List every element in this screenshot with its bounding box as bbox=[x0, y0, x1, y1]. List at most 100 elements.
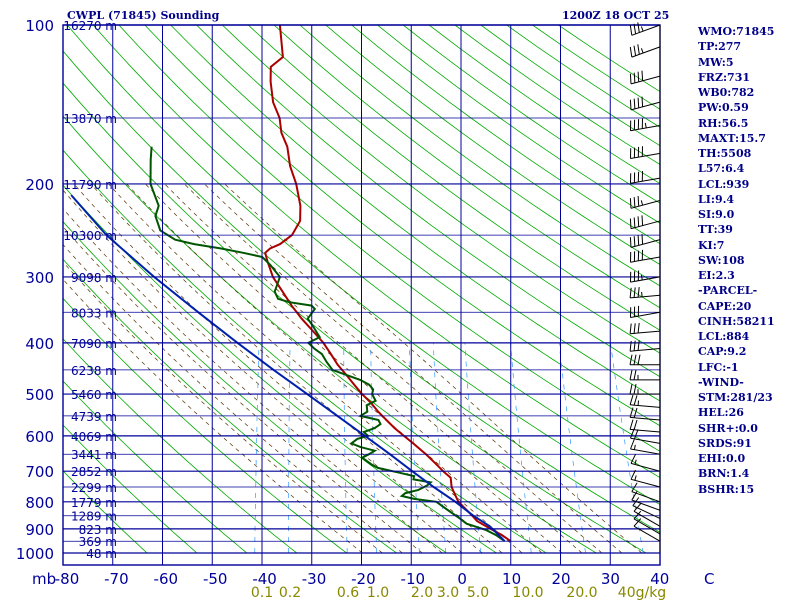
stat-line: SHR+:0.0 bbox=[698, 421, 758, 435]
stat-line: BRN:1.4 bbox=[698, 467, 750, 481]
station-title: CWPL (71845) Sounding bbox=[67, 9, 220, 22]
grid bbox=[62, 24, 661, 566]
mixing-ratio-label: 1.0 bbox=[367, 585, 389, 600]
height-label: 48 m bbox=[86, 547, 117, 561]
mixing-ratio-label: 0.2 bbox=[279, 585, 301, 600]
wind-barb bbox=[629, 234, 661, 248]
stat-line: SRDS:91 bbox=[698, 436, 752, 450]
height-label: 4069 m bbox=[71, 430, 117, 444]
stat-line: TT:39 bbox=[698, 223, 733, 237]
stat-line: SW:108 bbox=[698, 253, 745, 267]
stat-line: TH:5508 bbox=[698, 147, 752, 160]
wind-barb bbox=[629, 44, 661, 58]
height-label: 1779 m bbox=[71, 496, 117, 510]
height-label: 3441 m bbox=[71, 448, 117, 462]
height-label: 6238 m bbox=[71, 364, 117, 378]
temperature-line bbox=[264, 25, 512, 543]
wind-barb bbox=[631, 491, 661, 511]
stat-line: WB0:782 bbox=[698, 86, 755, 99]
wind-barb bbox=[629, 419, 661, 433]
wind-barb bbox=[630, 270, 661, 283]
stat-line: CAP:9.2 bbox=[698, 345, 747, 359]
mixing-ratio-label: 5.0 bbox=[467, 585, 489, 600]
dewpoint-line bbox=[149, 146, 506, 543]
stat-line: LI:9.4 bbox=[698, 192, 735, 206]
mixing-ratio-label: 3.0 bbox=[437, 585, 459, 600]
height-label: 13870 m bbox=[63, 112, 117, 126]
wind-barb bbox=[630, 469, 661, 488]
wind-barb bbox=[629, 354, 661, 366]
temperature-tick-label: -70 bbox=[104, 570, 129, 588]
pressure-unit-label: mb bbox=[32, 570, 56, 588]
wind-barb bbox=[630, 439, 661, 455]
height-label: 5460 m bbox=[71, 388, 117, 402]
pressure-label: 800 bbox=[25, 494, 54, 512]
height-label: 2299 m bbox=[71, 481, 117, 495]
stat-line: EI:2.3 bbox=[698, 269, 735, 282]
pressure-label: 400 bbox=[25, 335, 54, 353]
wind-barb bbox=[631, 482, 661, 503]
stat-line: FRZ:731 bbox=[698, 70, 751, 84]
pressure-label: 700 bbox=[25, 463, 54, 481]
wind-barbs bbox=[629, 22, 661, 553]
temperature-tick-label: -60 bbox=[154, 570, 179, 588]
height-label: 9098 m bbox=[71, 271, 117, 285]
temperature-tick-label: 0 bbox=[457, 570, 467, 588]
pressure-label: 100 bbox=[25, 17, 54, 35]
temperature-tick-label: -80 bbox=[55, 570, 80, 588]
pressure-label: 600 bbox=[25, 428, 54, 446]
temperature-tick-label: 40 bbox=[650, 570, 669, 588]
wind-barb bbox=[630, 146, 661, 159]
wind-barb bbox=[629, 96, 661, 111]
pressure-label: 1000 bbox=[16, 545, 54, 563]
height-label: 2852 m bbox=[71, 465, 117, 479]
height-label: 823 m bbox=[79, 523, 117, 537]
wind-barb bbox=[633, 518, 661, 542]
temperature-tick-label: -50 bbox=[203, 570, 228, 588]
height-label: 1289 m bbox=[71, 510, 117, 524]
wind-barb bbox=[629, 322, 661, 335]
stat-line: RH:56.5 bbox=[698, 116, 749, 130]
wind-barb bbox=[630, 249, 661, 263]
height-label: 369 m bbox=[79, 535, 117, 549]
wind-barb bbox=[629, 340, 661, 352]
wind-barb bbox=[629, 22, 661, 36]
wind-barb bbox=[629, 407, 661, 421]
wind-barb bbox=[629, 215, 661, 230]
wind-barb bbox=[629, 70, 661, 85]
wind-barb bbox=[630, 305, 661, 318]
stat-line: LCL:884 bbox=[698, 330, 750, 343]
stat-line: PW:0.59 bbox=[698, 101, 749, 115]
height-label: 10300 m bbox=[63, 229, 117, 243]
wind-barb bbox=[629, 369, 661, 381]
pressure-label: 500 bbox=[25, 386, 54, 404]
height-label: 7090 m bbox=[71, 337, 117, 351]
stat-line: BSHR:15 bbox=[698, 482, 755, 496]
height-label: 11790 m bbox=[63, 178, 117, 192]
pressure-label: 300 bbox=[25, 269, 54, 287]
stat-line: MW:5 bbox=[698, 55, 734, 69]
stat-line: LFC:-1 bbox=[698, 360, 739, 374]
stat-line: CINH:58211 bbox=[698, 314, 775, 328]
temperature-tick-label: -20 bbox=[351, 570, 376, 588]
stat-line: WMO:71845 bbox=[698, 25, 775, 38]
temperature-tick-label: -10 bbox=[401, 570, 426, 588]
stat-line: KI:7 bbox=[698, 238, 725, 252]
wind-barb bbox=[630, 428, 661, 444]
height-label: 4739 m bbox=[71, 410, 117, 424]
wind-barb bbox=[629, 394, 661, 408]
stat-line: STM:281/23 bbox=[698, 391, 773, 404]
wind-barb bbox=[630, 118, 661, 132]
stat-line: -WIND- bbox=[698, 375, 744, 389]
temperature-tick-label: -40 bbox=[252, 570, 277, 588]
mixing-ratio-label: 2.0 bbox=[411, 585, 433, 600]
wind-barb bbox=[630, 454, 661, 472]
stat-line: LCL:939 bbox=[698, 177, 750, 191]
pressure-label: 200 bbox=[25, 176, 54, 194]
stat-line: -PARCEL- bbox=[698, 284, 758, 298]
stat-line: EHI:0.0 bbox=[698, 452, 746, 465]
mixing-ratio-label: 20.0 bbox=[566, 585, 597, 600]
stat-line: HEL:26 bbox=[698, 406, 744, 420]
